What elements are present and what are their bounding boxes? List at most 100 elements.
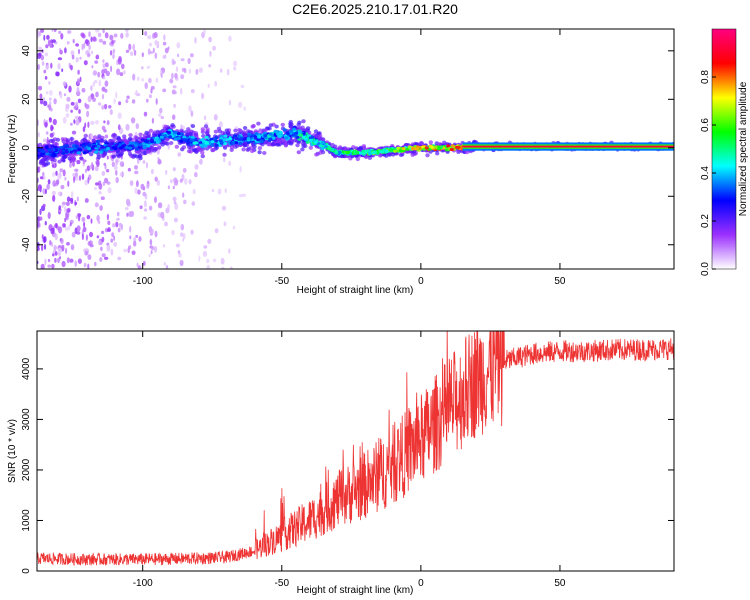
noise-speck [243, 106, 246, 111]
spectral-cell [170, 123, 175, 128]
noise-speck [130, 117, 136, 124]
noise-speck [136, 180, 139, 188]
noise-speck [131, 99, 136, 104]
noise-speck [137, 189, 141, 195]
noise-speck [172, 60, 176, 65]
noise-speck [88, 44, 91, 51]
noise-speck [81, 88, 86, 93]
noise-speck [123, 248, 128, 253]
noise-speck [101, 125, 106, 131]
noise-speck [75, 172, 78, 178]
noise-speck [163, 262, 166, 266]
noise-speck [48, 81, 51, 85]
spectral-cell [176, 132, 181, 136]
spectral-cell [262, 151, 267, 155]
noise-speck [87, 263, 90, 269]
noise-speck [134, 165, 138, 170]
noise-speck [64, 47, 67, 54]
spectral-cell [117, 138, 123, 143]
spectral-cell [167, 131, 172, 135]
spectral-cell [258, 128, 263, 133]
noise-speck [45, 131, 49, 135]
spectral-cell [295, 143, 300, 148]
spectral-cell [384, 149, 389, 153]
spectral-cell [323, 145, 328, 149]
spectral-cell [186, 141, 191, 145]
spectral-cell [321, 141, 326, 145]
colorbar-tick-label: 0.4 [700, 166, 711, 180]
noise-speck [44, 258, 47, 266]
noise-speck [81, 233, 84, 240]
noise-speck [167, 185, 170, 190]
noise-speck [118, 222, 123, 228]
spectral-cell [259, 139, 264, 143]
spectral-cell [173, 137, 178, 141]
noise-speck [65, 113, 70, 118]
noise-speck [57, 226, 63, 234]
spectral-cell [77, 147, 82, 151]
noise-speck [142, 160, 146, 164]
snr-marks [37, 331, 674, 566]
spectral-cell [189, 143, 194, 147]
noise-speck [45, 91, 49, 95]
noise-speck [66, 242, 70, 246]
spectrogram-marks [37, 29, 674, 269]
noise-speck [213, 114, 218, 121]
noise-speck [78, 48, 80, 55]
noise-speck [103, 129, 107, 133]
noise-speck [242, 193, 247, 197]
spectral-cell [188, 145, 194, 150]
spectral-cell [61, 158, 66, 163]
noise-speck [228, 248, 231, 254]
noise-speck [167, 204, 170, 210]
noise-speck [199, 158, 203, 165]
noise-speck [59, 49, 63, 55]
noise-speck [133, 49, 137, 56]
noise-speck [125, 49, 130, 53]
noise-speck [154, 176, 158, 182]
spectral-cell [388, 148, 393, 152]
noise-speck [107, 220, 111, 225]
noise-speck [184, 178, 188, 185]
noise-speck [129, 235, 132, 240]
y-tick-label: 4000 [21, 357, 32, 380]
noise-speck [190, 229, 194, 235]
noise-speck [101, 93, 105, 100]
spectral-cell [69, 136, 74, 141]
noise-speck [98, 38, 103, 43]
noise-speck [106, 244, 111, 252]
spectral-cell [228, 137, 233, 141]
noise-speck [104, 177, 109, 184]
spectral-cell [174, 144, 179, 149]
x-tick-label: -100 [133, 578, 153, 589]
noise-speck [148, 253, 151, 258]
noise-speck [143, 208, 148, 212]
noise-speck [208, 36, 212, 43]
noise-speck [180, 232, 184, 237]
noise-speck [89, 164, 92, 170]
noise-speck [102, 63, 106, 69]
noise-speck [159, 107, 163, 114]
noise-speck [84, 39, 89, 45]
spectral-cell [220, 130, 225, 135]
noise-speck [39, 93, 43, 99]
noise-speck [37, 246, 40, 252]
noise-speck [84, 122, 87, 128]
noise-speck [130, 52, 134, 57]
noise-speck [40, 263, 45, 269]
noise-speck [148, 77, 152, 84]
noise-speck [62, 169, 66, 177]
noise-speck [70, 244, 75, 251]
spectral-cell [188, 149, 193, 154]
noise-speck [70, 191, 74, 199]
spectral-cell [355, 157, 360, 162]
noise-speck [87, 254, 92, 260]
noise-speck [181, 173, 185, 181]
snr-x-ticks: -100 -50 0 50 [133, 331, 566, 589]
colorbar-ticks: 0.00.20.40.60.8 [700, 70, 716, 276]
noise-speck [66, 96, 71, 102]
spectral-cell [318, 144, 323, 148]
noise-speck [41, 244, 44, 252]
